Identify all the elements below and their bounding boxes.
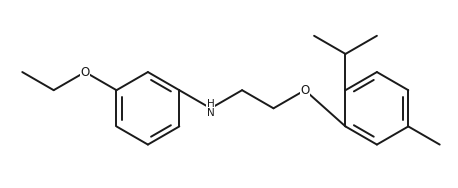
Text: H
N: H N [207,99,214,118]
Text: O: O [300,84,310,97]
Text: O: O [81,66,90,79]
